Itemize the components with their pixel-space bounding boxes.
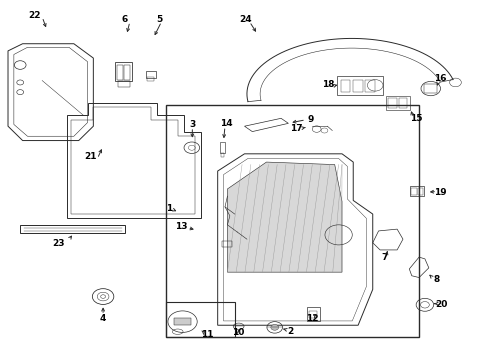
Bar <box>117 65 123 80</box>
Bar <box>20 225 125 233</box>
Bar <box>166 302 234 337</box>
Text: 18: 18 <box>322 81 334 90</box>
Bar <box>409 186 423 196</box>
Text: 12: 12 <box>305 314 317 323</box>
Bar <box>352 80 362 92</box>
Text: 5: 5 <box>156 15 162 24</box>
Text: 7: 7 <box>381 253 387 262</box>
Bar <box>336 76 383 95</box>
Bar <box>221 240 232 247</box>
Bar <box>147 77 154 81</box>
Text: 14: 14 <box>219 119 232 128</box>
Text: 21: 21 <box>84 152 97 161</box>
Bar <box>340 80 349 92</box>
Text: 23: 23 <box>52 239 64 248</box>
Bar <box>385 96 409 110</box>
Text: 4: 4 <box>100 314 106 323</box>
Text: 15: 15 <box>409 114 422 123</box>
Bar <box>387 98 396 108</box>
Circle shape <box>270 324 278 330</box>
Text: 8: 8 <box>432 275 438 284</box>
Bar <box>308 311 317 319</box>
Bar <box>173 318 191 325</box>
Bar <box>221 153 224 157</box>
Bar <box>306 307 319 320</box>
Text: 3: 3 <box>189 120 195 129</box>
Text: 11: 11 <box>201 330 213 339</box>
Bar <box>417 188 422 195</box>
Text: 19: 19 <box>433 188 446 197</box>
Text: 20: 20 <box>434 300 447 309</box>
Bar <box>219 142 225 153</box>
Bar <box>365 80 374 92</box>
Text: 9: 9 <box>306 114 313 123</box>
Text: 24: 24 <box>239 15 251 24</box>
Bar <box>124 65 130 80</box>
Text: 10: 10 <box>232 328 244 337</box>
Text: 13: 13 <box>175 222 187 231</box>
Text: 22: 22 <box>28 10 41 19</box>
Text: 1: 1 <box>165 204 172 213</box>
Bar <box>146 71 156 78</box>
Bar <box>118 81 130 87</box>
Text: 6: 6 <box>122 15 128 24</box>
Text: 2: 2 <box>287 327 293 336</box>
Bar <box>165 105 418 337</box>
Bar <box>410 188 416 195</box>
Text: 17: 17 <box>290 124 303 133</box>
Bar <box>398 98 407 108</box>
Bar <box>424 84 436 93</box>
Text: 16: 16 <box>433 75 446 84</box>
Bar <box>115 62 132 81</box>
Polygon shape <box>227 162 341 272</box>
